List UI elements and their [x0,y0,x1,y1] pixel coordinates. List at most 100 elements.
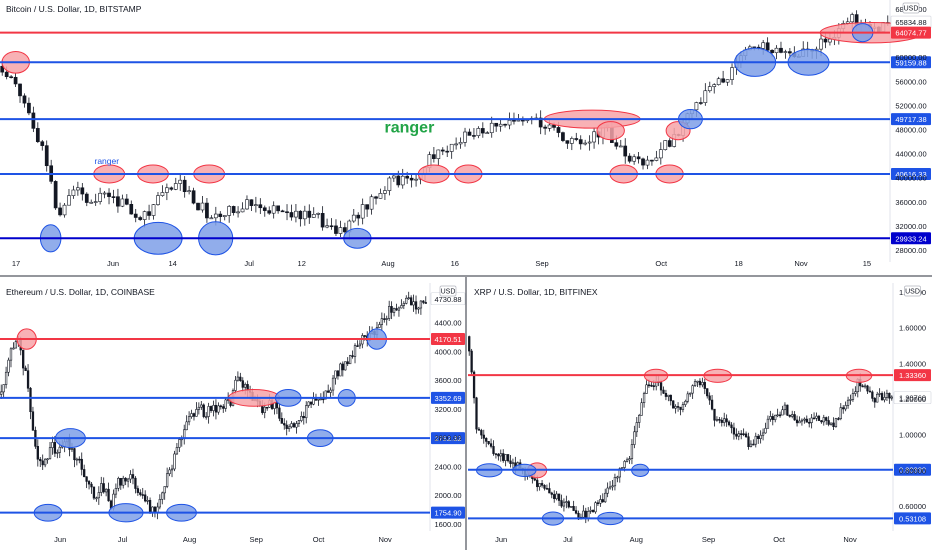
xrp-y-tick-label: 0.60000 [899,502,926,511]
eth-candle-body [114,488,118,495]
btc-candle-body [387,177,392,191]
eth-candle-body [348,355,352,365]
eth-candle-body [202,404,205,417]
btc-candle-body [58,207,62,216]
xrp-candle-body [851,393,855,400]
eth-candle-body [122,477,125,486]
eth-candle-body [222,406,225,409]
xrp-candle-body [873,398,876,403]
eth-candle-body [134,477,137,489]
eth-y-axis: 4400.00 4000.00 3600.00 3200.00 2800.00 2400.… [434,319,461,529]
btc-candle-body [320,213,325,228]
xrp-candle-body [596,502,600,505]
eth-candle-body [278,407,281,419]
btc-candle-body [707,86,712,92]
xrp-candle-body [720,419,723,423]
btc-candle-body [480,128,485,134]
eth-x-tick-label: Jun [54,535,66,544]
eth-candle-body [402,303,405,306]
xrp-candle-body [502,453,505,461]
btc-price-tag-label: 40616.33 [895,170,926,179]
eth-candle-body [356,345,359,347]
xrp-x-tick-label: Jun [495,535,507,544]
btc-candle-body [187,190,191,193]
btc-candle-body [440,149,445,152]
btc-candle-body [213,213,218,219]
btc-candle-body [467,131,472,136]
btc-x-tick-label: Oct [655,259,668,268]
eth-candle-body [80,458,83,470]
xrp-candle-body [608,486,612,489]
eth-candle-body [388,306,391,319]
btc-candle-body [730,67,734,80]
xrp-candle-body [625,459,629,462]
xrp-candle-body [492,446,495,454]
btc-y-tick-label: 52000.00 [895,101,926,110]
eth-candle-body [41,460,44,466]
btc-levels: 65834.88 64074.77 59159.88 49717.38 40616.33… [0,15,932,245]
eth-candle-body [309,401,313,405]
xrp-candle-body [691,385,694,394]
btc-candle-body [227,206,232,216]
btc-candle-body [0,65,5,73]
xrp-candle-body [553,494,556,500]
eth-candle-body [39,458,42,462]
btc-candle-body [116,196,120,207]
btc-candle-body [76,187,80,191]
eth-currency-badge [439,285,457,297]
btc-candle-body [182,179,187,193]
xrp-candle-body [489,443,493,447]
xrp-candle-body [584,510,587,519]
btc-candle-body [636,156,641,160]
btc-price-tag-label: 59159.88 [895,58,926,67]
btc-candle-body [133,213,138,218]
eth-candle-body [173,453,176,470]
eth-candle-body [26,370,30,389]
eth-candle-body [417,307,420,310]
btc-candle-body [13,76,18,85]
btc-candle-body [351,214,356,222]
xrp-candle-body [599,499,602,504]
btc-candle-body [138,217,143,220]
eth-y-tick-label: 2000.00 [434,491,461,500]
btc-candle-body [298,210,303,220]
xrp-candle-body [774,414,777,421]
btc-candle-body [93,201,98,203]
eth-price-tag [431,391,465,404]
btc-candle-body [329,225,334,228]
xrp-candle-body [740,433,743,435]
xrp-candle-body [480,430,483,436]
eth-candle-body [148,500,152,513]
btc-candle-body [365,204,369,210]
btc-candle-body [716,78,721,85]
xrp-candle-body [485,438,488,442]
eth-candle-body [324,390,327,400]
btc-candle-body [472,135,476,137]
xrp-candle-body [698,380,702,386]
eth-candle-body [190,413,193,418]
xrp-candle-body [718,419,721,421]
xrp-candle-body [703,382,706,389]
xrp-candle-body [771,416,774,421]
xrp-candle-body [506,454,510,462]
eth-candle-body [339,363,342,377]
xrp-y-tick-label: 0.80000 [899,466,926,475]
btc-annotation: ranger [95,156,120,166]
xrp-candle-body [713,408,716,421]
eth-candle-body [70,448,74,450]
xrp-candle-body [732,427,736,435]
btc-candle-body [236,211,240,214]
xrp-candle-body [749,443,753,447]
eth-candle-body [353,345,357,357]
eth-candle-body [29,387,32,413]
eth-y-tick-label: 2800.00 [434,434,461,443]
eth-candle-body [141,494,144,496]
btc-candle-body [583,142,588,145]
eth-candle-body [14,341,18,349]
xrp-candle-body [800,419,804,422]
eth-candle-body [236,376,240,381]
btc-candle-body [178,179,183,184]
btc-x-tick-label: 16 [451,259,459,268]
eth-candle-body [207,406,210,417]
btc-candle-body [463,131,467,143]
